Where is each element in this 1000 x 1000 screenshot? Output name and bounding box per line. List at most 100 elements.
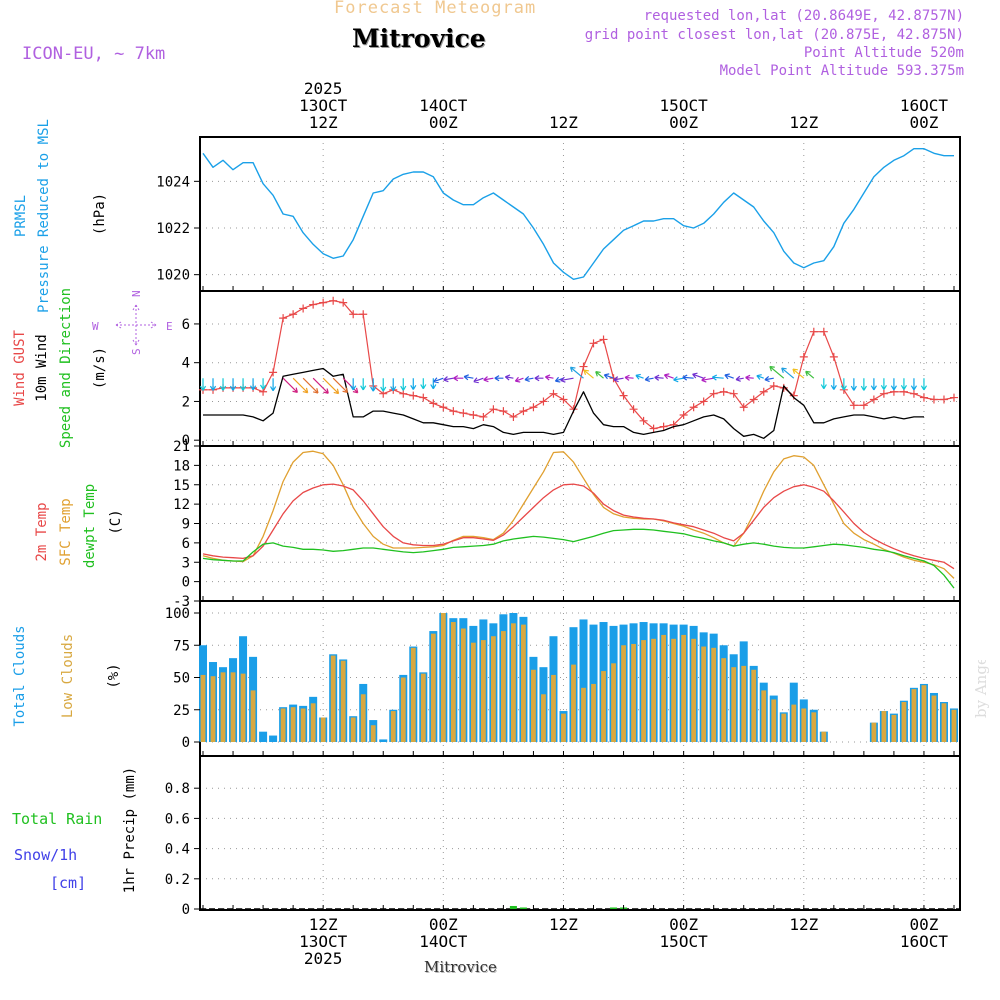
- panel-labels: PRMSL Pressure Reduced to MSL (hPa) Wind GU…: [12, 119, 173, 893]
- wind-direction-arrow: [663, 373, 674, 380]
- low-clouds-bar: [801, 708, 807, 742]
- gust-marker: [329, 296, 338, 305]
- wind-direction-arrow: [682, 374, 694, 381]
- low-clouds-bar: [661, 634, 667, 742]
- gust-marker: [749, 395, 758, 404]
- y-tick-label: 0: [182, 902, 190, 918]
- x-label-top: 12Z: [789, 113, 818, 132]
- y-tick-label: 6: [182, 317, 190, 333]
- low-clouds-bar: [571, 664, 576, 742]
- low-clouds-bar: [641, 640, 646, 742]
- total-clouds-bar: [269, 735, 278, 742]
- wind-direction-arrow: [199, 378, 207, 391]
- low-clouds-bar: [400, 677, 406, 742]
- low-clouds-bar: [450, 622, 456, 742]
- wind-direction-arrow: [870, 378, 877, 391]
- temp-dewpt-label: dewpt Temp: [82, 484, 98, 568]
- low-clouds-bar: [340, 660, 346, 742]
- y-tick-label: 0.2: [165, 872, 190, 888]
- gust-marker: [669, 420, 678, 429]
- low-clouds-bar: [901, 702, 907, 742]
- wind-direction-arrow: [860, 378, 867, 391]
- low-clouds-bar: [751, 669, 757, 742]
- wind-direction-arrow: [249, 378, 257, 391]
- low-clouds-bar: [631, 643, 636, 742]
- gust-marker: [529, 403, 538, 412]
- gust-marker: [589, 339, 598, 348]
- total-clouds-bar: [589, 624, 598, 742]
- wind-direction-arrow: [635, 373, 644, 380]
- low-clouds-bar: [490, 636, 496, 742]
- gust-marker: [319, 298, 328, 307]
- total-clouds-bar: [579, 619, 588, 742]
- rain-bar: [509, 905, 517, 909]
- low-clouds-bar: [911, 689, 917, 742]
- y-tick-label: 9: [182, 517, 190, 533]
- wind-direction-arrow: [332, 377, 349, 394]
- low-clouds-bar: [420, 673, 426, 742]
- wind-direction-arrow: [292, 377, 309, 394]
- low-clouds-bar: [200, 674, 206, 742]
- gust-marker: [689, 403, 698, 412]
- low-clouds-bar: [250, 690, 256, 742]
- wind-direction-arrow: [880, 378, 887, 390]
- y-tick-label: 100: [165, 606, 190, 622]
- gust-line: [203, 300, 955, 430]
- wind-direction-arrow: [483, 376, 494, 383]
- gust-marker: [279, 314, 288, 323]
- x-label-bottom: 14OCT: [419, 932, 468, 951]
- wind-direction-arrow: [830, 378, 837, 390]
- wind-direction-arrow: [701, 376, 714, 383]
- gust-marker: [419, 393, 428, 402]
- gust-marker: [459, 409, 468, 418]
- gust-marker: [679, 411, 688, 419]
- low-clouds-bar: [280, 708, 286, 742]
- pressure-unit-label: (hPa): [92, 193, 108, 235]
- y-tick-label: 0: [182, 575, 190, 591]
- wind-direction-arrow: [673, 376, 684, 383]
- wind-direction-arrow: [433, 377, 444, 384]
- y-tick-label: 0: [182, 433, 190, 449]
- precip-legend-1: Snow/1h: [14, 846, 77, 864]
- low-clouds-bar: [651, 638, 656, 742]
- pressure-line: [202, 147, 954, 280]
- requested-coordinates: requested lon,lat (20.8649E, 42.8757N): [643, 8, 964, 24]
- pressure-label-msl: Pressure Reduced to MSL: [36, 119, 52, 313]
- gust-marker: [659, 422, 668, 431]
- credit-watermark: by Angel: [972, 660, 990, 718]
- gust-marker: [339, 298, 348, 307]
- y-tick-label: 18: [173, 458, 190, 474]
- dewpt-line: [202, 528, 955, 589]
- low-clouds-bar: [761, 690, 767, 742]
- low-clouds-bar: [370, 725, 376, 742]
- low-clouds-bar: [350, 717, 356, 742]
- low-clouds-bar: [581, 687, 586, 742]
- footer-location: Mitrovice: [424, 958, 497, 976]
- low-clouds-bar: [591, 683, 596, 742]
- gust-marker: [799, 352, 808, 361]
- low-clouds-bar: [671, 638, 677, 742]
- x-label-bottom: 12Z: [549, 915, 578, 934]
- low-clouds-bar: [210, 676, 216, 742]
- rain-bar: [519, 907, 527, 909]
- x-label-bottom: 13OCT: [299, 932, 348, 951]
- x-label-bottom: 00Z: [909, 915, 938, 934]
- wind-direction-arrow: [494, 375, 504, 382]
- wind-direction-arrow: [920, 378, 928, 391]
- wind-direction-arrow: [544, 374, 554, 381]
- y-tick-label: 1020: [156, 268, 190, 284]
- wind-direction-arrow: [644, 375, 654, 383]
- y-tick-label: -3: [173, 594, 190, 610]
- y-tick-label: 0.6: [165, 811, 190, 827]
- precip-legend-2: [cm]: [50, 874, 86, 892]
- low-clouds-bar: [230, 672, 236, 742]
- x-label-top: 12Z: [309, 113, 338, 132]
- point-altitude: Point Altitude 520m: [803, 45, 964, 61]
- low-clouds-bar: [410, 647, 416, 742]
- gust-marker: [649, 424, 658, 433]
- gust-marker: [299, 304, 308, 313]
- gust-marker: [869, 395, 878, 404]
- y-tick-label: 12: [173, 497, 190, 513]
- gust-marker: [919, 393, 928, 402]
- gust-marker: [469, 411, 478, 419]
